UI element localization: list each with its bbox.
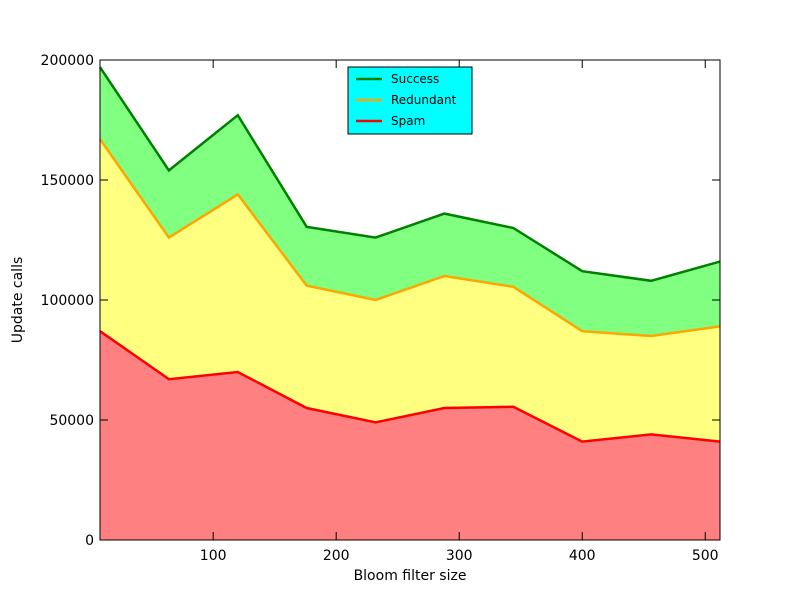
y-tick-label: 150000 [41, 173, 94, 189]
legend-label-redundant: Redundant [391, 93, 457, 107]
y-axis-label: Update calls [10, 257, 26, 344]
y-tick-label: 0 [85, 533, 94, 549]
line-redundant [98, 138, 721, 338]
legend-label-spam: Spam [391, 114, 425, 128]
x-tick-label: 300 [446, 548, 473, 564]
x-axis-ticks: 100 200 300 400 500 [200, 60, 719, 564]
area-spam [100, 331, 720, 540]
area-redundant [100, 139, 720, 442]
y-axis-ticks: 0 50000 100000 150000 200000 [41, 53, 720, 549]
series-lines [98, 66, 721, 443]
area-fills [100, 67, 720, 540]
area-success [100, 67, 720, 336]
legend-label-success: Success [391, 72, 439, 86]
x-axis-label: Bloom filter size [354, 568, 467, 584]
x-tick-label: 500 [692, 548, 719, 564]
x-tick-label: 100 [200, 548, 227, 564]
line-spam [99, 330, 721, 443]
legend: Success Redundant Spam [347, 66, 473, 135]
x-tick-label: 200 [323, 548, 350, 564]
y-tick-label: 100000 [41, 293, 94, 309]
x-tick-label: 400 [569, 548, 596, 564]
y-tick-label: 50000 [49, 413, 94, 429]
y-tick-label: 200000 [41, 53, 94, 69]
line-success [98, 66, 721, 283]
